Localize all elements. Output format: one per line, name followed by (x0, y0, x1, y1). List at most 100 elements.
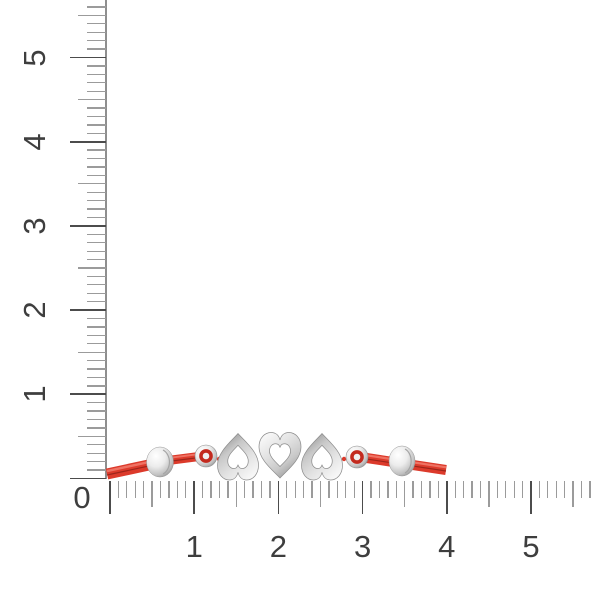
tick-mark (269, 480, 271, 498)
tick-mark (454, 480, 456, 498)
tick-mark (87, 242, 106, 244)
tick-mark (580, 480, 583, 498)
tick-mark (78, 183, 106, 185)
vertical-ruler-line (105, 0, 107, 480)
horizontal-ruler-label-1: 1 (185, 529, 203, 564)
tick-mark (87, 107, 106, 109)
heart-charm (258, 432, 302, 479)
heart-charm (217, 432, 259, 481)
tick-mark (252, 480, 254, 498)
tick-mark (185, 480, 187, 498)
tick-mark (78, 14, 106, 17)
tick-mark (201, 480, 204, 498)
tick-mark (260, 480, 263, 498)
tick-mark (319, 480, 322, 507)
tick-mark (505, 480, 507, 498)
tick-mark (87, 31, 106, 33)
tick-mark (87, 90, 106, 92)
tick-mark (370, 480, 372, 498)
bead-seam (162, 449, 171, 475)
tick-mark (496, 480, 498, 498)
horizontal-ruler-label-4: 4 (438, 529, 456, 564)
tick-mark (564, 480, 566, 498)
tick-mark (70, 393, 106, 396)
tick-mark (87, 40, 106, 42)
horizontal-ruler-label-3: 3 (353, 529, 372, 564)
tick-mark (572, 480, 574, 507)
tick-mark (87, 385, 106, 387)
tick-mark (87, 48, 106, 50)
tick-mark (78, 435, 106, 438)
tick-mark (87, 216, 106, 219)
silver-bead (388, 445, 416, 477)
tick-mark (218, 480, 221, 498)
tick-mark (87, 208, 106, 210)
ruler-zero-label: 0 (73, 480, 91, 515)
tick-mark (361, 480, 364, 514)
tick-mark (311, 480, 313, 498)
tick-mark (87, 343, 106, 345)
eyelet-hole (353, 453, 361, 461)
tick-mark (87, 326, 106, 328)
tick-mark (87, 124, 106, 126)
tick-mark (471, 480, 473, 498)
tick-mark (87, 368, 106, 370)
tick-mark (353, 480, 355, 498)
tick-mark (555, 480, 557, 498)
tick-mark (87, 317, 106, 320)
tick-mark (193, 480, 196, 514)
tick-mark (87, 334, 106, 336)
tick-mark (70, 225, 106, 227)
tick-mark (87, 258, 106, 261)
tick-mark (70, 309, 106, 311)
tick-mark (87, 23, 106, 25)
tick-mark (78, 98, 106, 101)
tick-mark (328, 480, 330, 498)
tick-mark (412, 480, 414, 498)
tick-mark (151, 480, 153, 507)
tick-mark (336, 480, 338, 498)
tick-mark (488, 480, 490, 507)
tick-mark (176, 480, 178, 498)
tick-mark (87, 174, 106, 177)
tick-mark (395, 480, 397, 498)
tick-mark (210, 480, 212, 498)
tick-mark (78, 267, 106, 269)
heart-charm (301, 432, 343, 481)
charms (146, 432, 416, 481)
tick-mark (87, 191, 106, 193)
tick-mark (87, 157, 106, 160)
tick-mark (244, 480, 246, 498)
tick-mark (538, 480, 541, 498)
tick-mark (70, 56, 106, 59)
tick-mark (87, 82, 106, 84)
tick-mark (345, 480, 347, 498)
tick-mark (117, 480, 120, 498)
tick-mark (87, 461, 106, 463)
tick-mark (87, 115, 106, 118)
tick-mark (126, 480, 128, 498)
tick-mark (87, 410, 106, 412)
tick-mark (87, 402, 106, 404)
tick-mark (530, 480, 532, 514)
tick-mark (87, 359, 106, 362)
tick-mark (87, 199, 106, 202)
tick-mark (109, 480, 111, 514)
tick-mark (420, 480, 423, 498)
tick-mark (87, 427, 106, 429)
silver-bead (146, 446, 174, 478)
tick-mark (87, 65, 106, 67)
tick-mark (87, 233, 106, 235)
tick-mark (87, 6, 106, 8)
tick-mark (235, 480, 237, 507)
tick-mark (70, 140, 106, 143)
tick-mark (521, 480, 524, 498)
tick-mark (445, 480, 448, 514)
tick-mark (87, 284, 106, 286)
tick-mark (294, 480, 296, 498)
tick-mark (87, 166, 106, 168)
tick-mark (303, 480, 305, 498)
tick-mark (168, 480, 170, 498)
